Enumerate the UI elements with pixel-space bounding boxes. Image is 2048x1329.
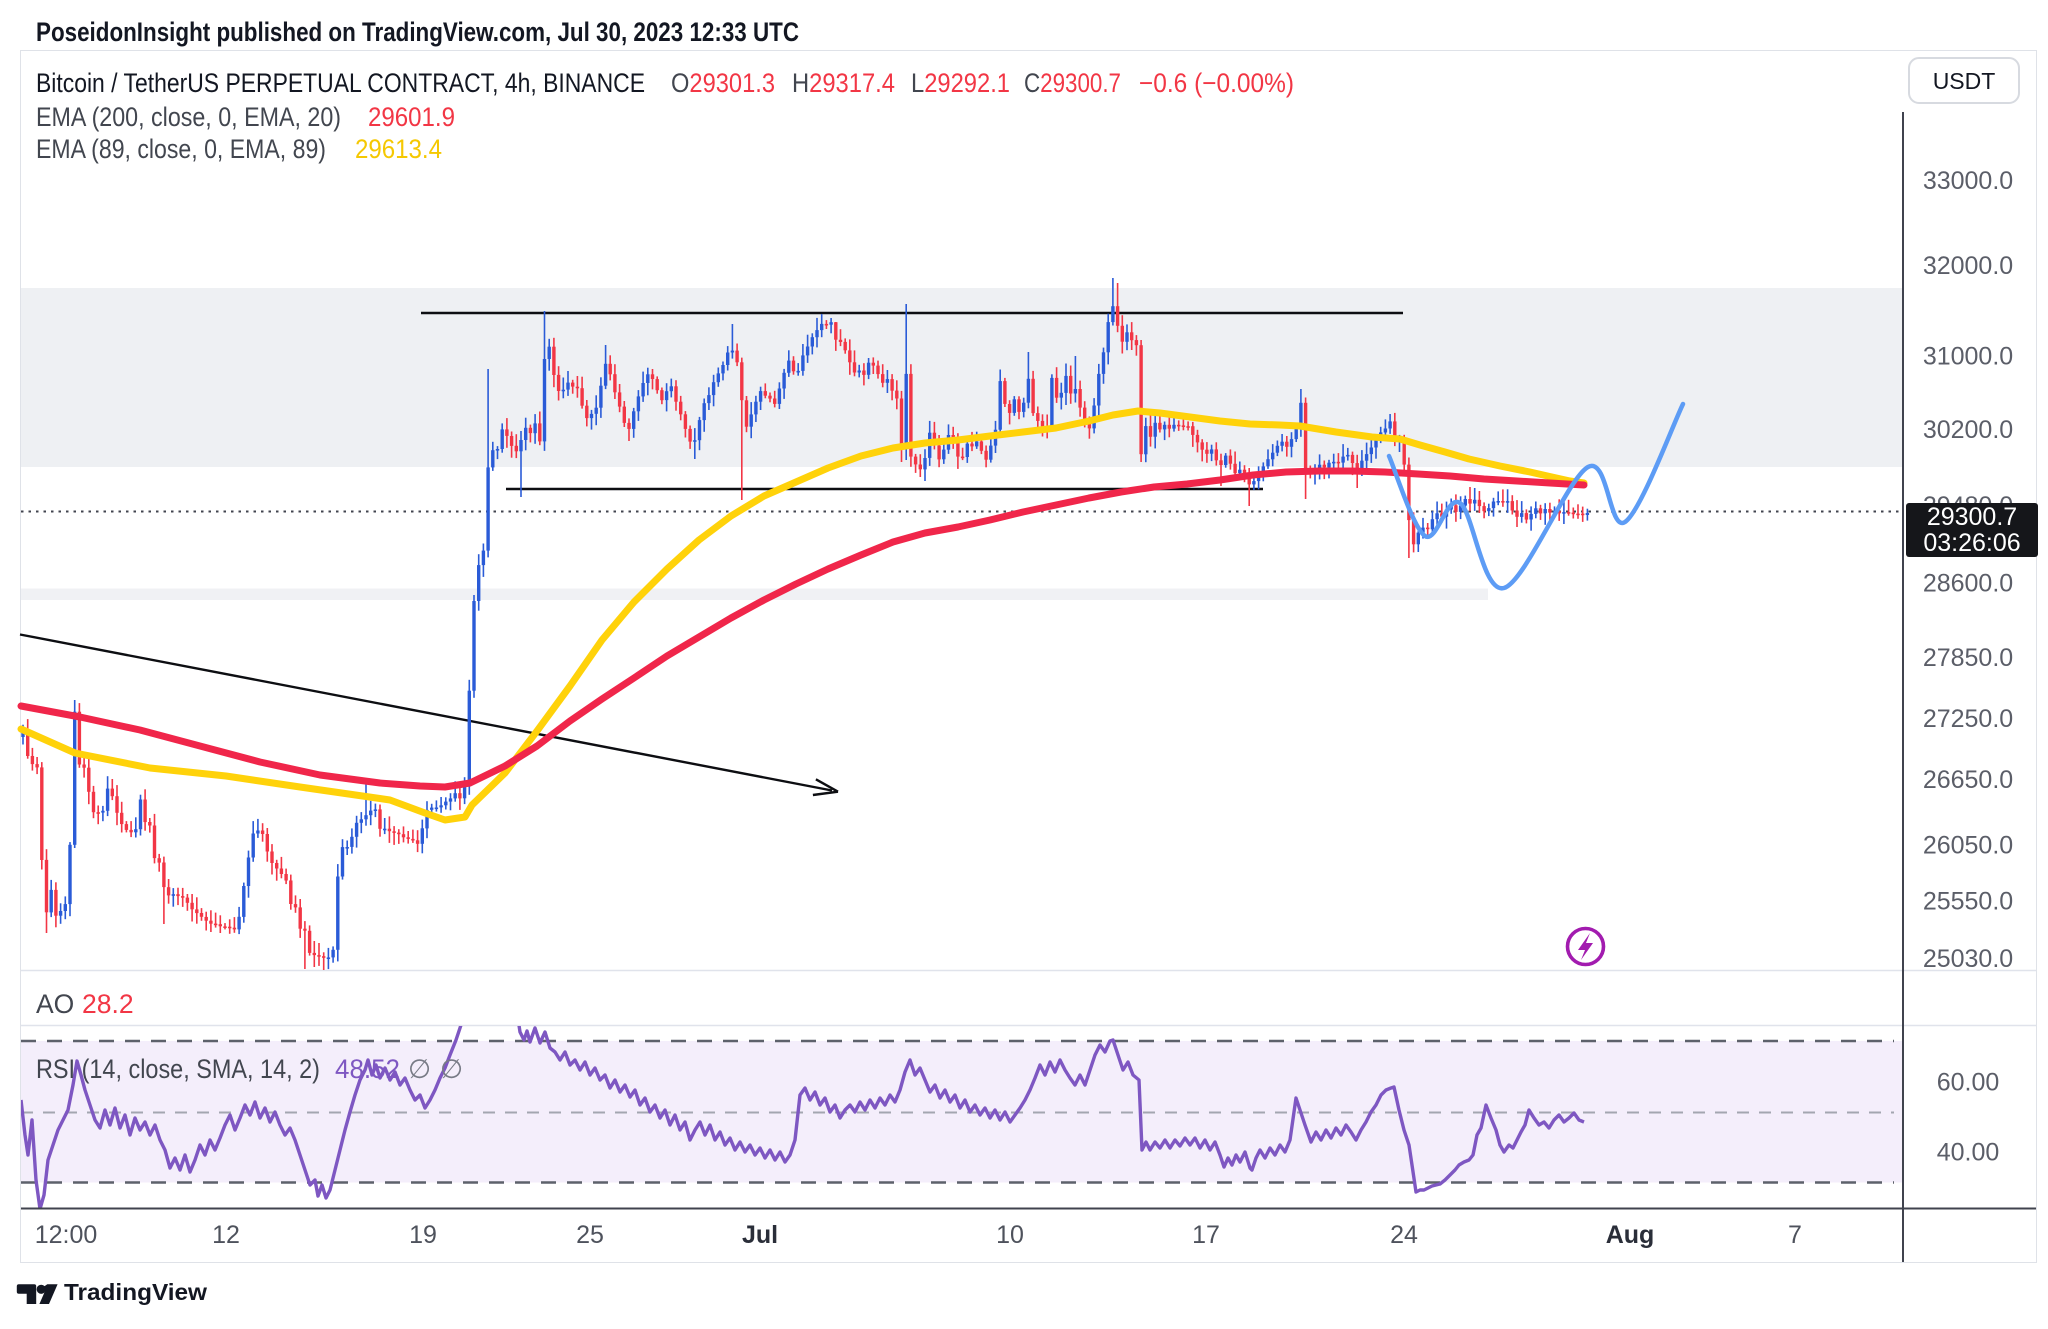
svg-text:19: 19 [409, 1221, 437, 1249]
svg-text:25: 25 [576, 1221, 604, 1249]
svg-text:33000.0: 33000.0 [1923, 167, 2013, 195]
svg-text:∅: ∅ [440, 1054, 463, 1084]
svg-text:12:00: 12:00 [35, 1221, 98, 1249]
svg-text:32000.0: 32000.0 [1923, 252, 2013, 280]
svg-text:TradingView: TradingView [64, 1279, 207, 1305]
svg-text:30200.0: 30200.0 [1923, 416, 2013, 444]
svg-text:O29301.3: O29301.3 [671, 68, 775, 98]
svg-text:28.2: 28.2 [82, 989, 134, 1019]
svg-text:27850.0: 27850.0 [1923, 644, 2013, 672]
svg-text:10: 10 [996, 1221, 1024, 1249]
svg-text:PoseidonInsight published on T: PoseidonInsight published on TradingView… [36, 17, 799, 47]
svg-text:Bitcoin / TetherUS PERPETUAL C: Bitcoin / TetherUS PERPETUAL CONTRACT, 4… [36, 68, 645, 98]
svg-text:AO: AO [36, 989, 74, 1019]
svg-text:29601.9: 29601.9 [368, 102, 455, 132]
svg-text:RSI (14, close, SMA, 14, 2): RSI (14, close, SMA, 14, 2) [36, 1054, 320, 1084]
svg-text:EMA (89, close, 0, EMA, 89): EMA (89, close, 0, EMA, 89) [36, 134, 326, 164]
svg-text:28600.0: 28600.0 [1923, 570, 2013, 598]
svg-text:EMA (200, close, 0, EMA, 20): EMA (200, close, 0, EMA, 20) [36, 102, 341, 132]
svg-text:26650.0: 26650.0 [1923, 766, 2013, 794]
svg-text:24: 24 [1390, 1221, 1418, 1249]
svg-text:25550.0: 25550.0 [1923, 888, 2013, 916]
svg-text:Aug: Aug [1606, 1221, 1655, 1249]
svg-text:26050.0: 26050.0 [1923, 832, 2013, 860]
svg-text:12: 12 [212, 1221, 240, 1249]
svg-text:L29292.1: L29292.1 [911, 68, 1010, 98]
svg-text:31000.0: 31000.0 [1923, 343, 2013, 371]
svg-text:USDT: USDT [1933, 68, 1996, 94]
svg-text:∅: ∅ [408, 1054, 431, 1084]
svg-text:48.52: 48.52 [335, 1054, 400, 1084]
svg-text:C29300.7: C29300.7 [1024, 68, 1121, 98]
svg-text:Jul: Jul [742, 1221, 778, 1249]
svg-text:60.00: 60.00 [1937, 1069, 2000, 1097]
svg-text:40.00: 40.00 [1937, 1139, 2000, 1167]
svg-text:−0.6 (−0.00%): −0.6 (−0.00%) [1139, 68, 1294, 98]
svg-text:29300.7: 29300.7 [1927, 503, 2017, 531]
svg-text:27250.0: 27250.0 [1923, 705, 2013, 733]
svg-text:25030.0: 25030.0 [1923, 945, 2013, 973]
svg-text:03:26:06: 03:26:06 [1923, 529, 2020, 557]
svg-text:17: 17 [1192, 1221, 1220, 1249]
svg-text:H29317.4: H29317.4 [792, 68, 895, 98]
svg-text:29613.4: 29613.4 [355, 134, 442, 164]
svg-text:7: 7 [1788, 1221, 1802, 1249]
